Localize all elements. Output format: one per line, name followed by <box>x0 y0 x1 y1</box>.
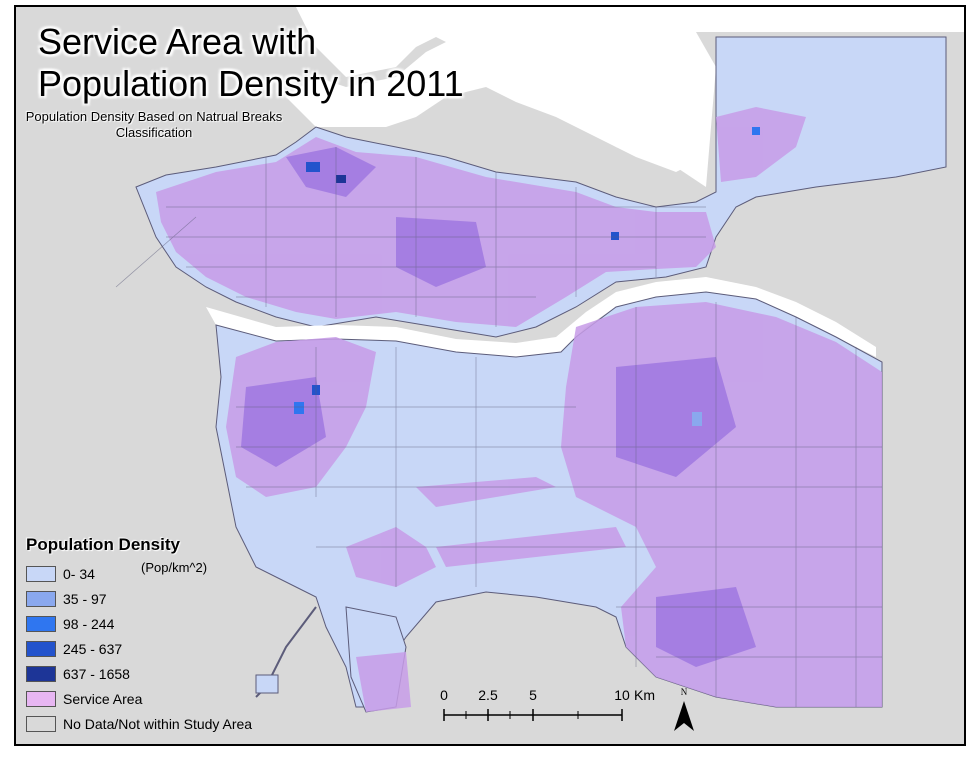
north-label: N <box>680 687 688 697</box>
legend: Population Density (Pop/km^2) 0- 34 35 - … <box>24 535 314 743</box>
ferry-terminal <box>255 674 279 694</box>
density-spot <box>336 175 346 183</box>
north-arrow-icon <box>674 701 694 731</box>
legend-label: 0- 34 <box>63 566 95 582</box>
scale-bar-graphic <box>443 709 623 721</box>
legend-swatch <box>26 691 56 707</box>
map-frame: Service Area with Population Density in … <box>14 5 966 746</box>
scale-unit: Km <box>634 687 655 703</box>
service-area-ladner <box>346 527 436 587</box>
density-spot <box>306 162 320 172</box>
scale-tick-0: 0 <box>440 687 448 703</box>
legend-item: 245 - 637 <box>26 640 122 658</box>
density-spot <box>611 232 619 240</box>
north-arrow: N <box>672 687 696 737</box>
service-area-tsawwassen <box>356 652 411 712</box>
richmond-core <box>241 377 326 467</box>
legend-item: Service Area <box>26 690 142 708</box>
legend-swatch <box>26 566 56 582</box>
legend-item: 35 - 97 <box>26 590 107 608</box>
density-spot <box>692 412 702 426</box>
legend-item: 637 - 1658 <box>26 665 130 683</box>
road-network <box>115 147 882 707</box>
density-spot <box>294 402 304 414</box>
downtown-core <box>286 147 376 197</box>
map-canvas <box>16 7 964 744</box>
legend-label: No Data/Not within Study Area <box>63 716 253 732</box>
service-area-corridor <box>416 477 556 507</box>
central-core <box>396 217 486 287</box>
legend-swatch <box>26 616 56 632</box>
legend-swatch <box>26 591 56 607</box>
legend-label: 245 - 637 <box>63 641 123 657</box>
legend-item: No Data/Not within Study Area <box>26 715 252 733</box>
legend-item: 0- 34 <box>26 565 95 583</box>
legend-title: Population Density <box>26 535 180 554</box>
legend-label: 637 - 1658 <box>63 666 130 682</box>
service-area-northeast <box>716 107 806 182</box>
inlet-water <box>286 7 696 172</box>
legend-label: 35 - 97 <box>63 591 107 607</box>
map-title: Service Area with Population Density in … <box>38 21 464 104</box>
map-subtitle: Population Density Based on Natrual Brea… <box>25 109 283 140</box>
scale-tick-5: 5 <box>529 687 537 703</box>
density-spot <box>752 127 760 135</box>
legend-swatch <box>26 716 56 732</box>
legend-item: 98 - 244 <box>26 615 114 633</box>
legend-swatch <box>26 641 56 657</box>
legend-label: Service Area <box>63 691 143 707</box>
scale-tick-2-5: 2.5 <box>478 687 498 703</box>
legend-swatch <box>26 666 56 682</box>
river-water <box>206 277 876 357</box>
legend-unit: (Pop/km^2) <box>141 560 208 575</box>
legend-label: 98 - 244 <box>63 616 115 632</box>
scale-bar: 0 2.5 5 10 Km <box>438 687 655 727</box>
scale-tick-10: 10 <box>614 687 630 703</box>
